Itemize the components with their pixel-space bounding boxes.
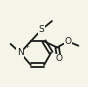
Text: O: O [64, 37, 71, 46]
Text: +: + [24, 44, 29, 49]
Text: O: O [55, 54, 62, 63]
Text: N: N [17, 48, 24, 57]
Text: S: S [38, 25, 44, 34]
